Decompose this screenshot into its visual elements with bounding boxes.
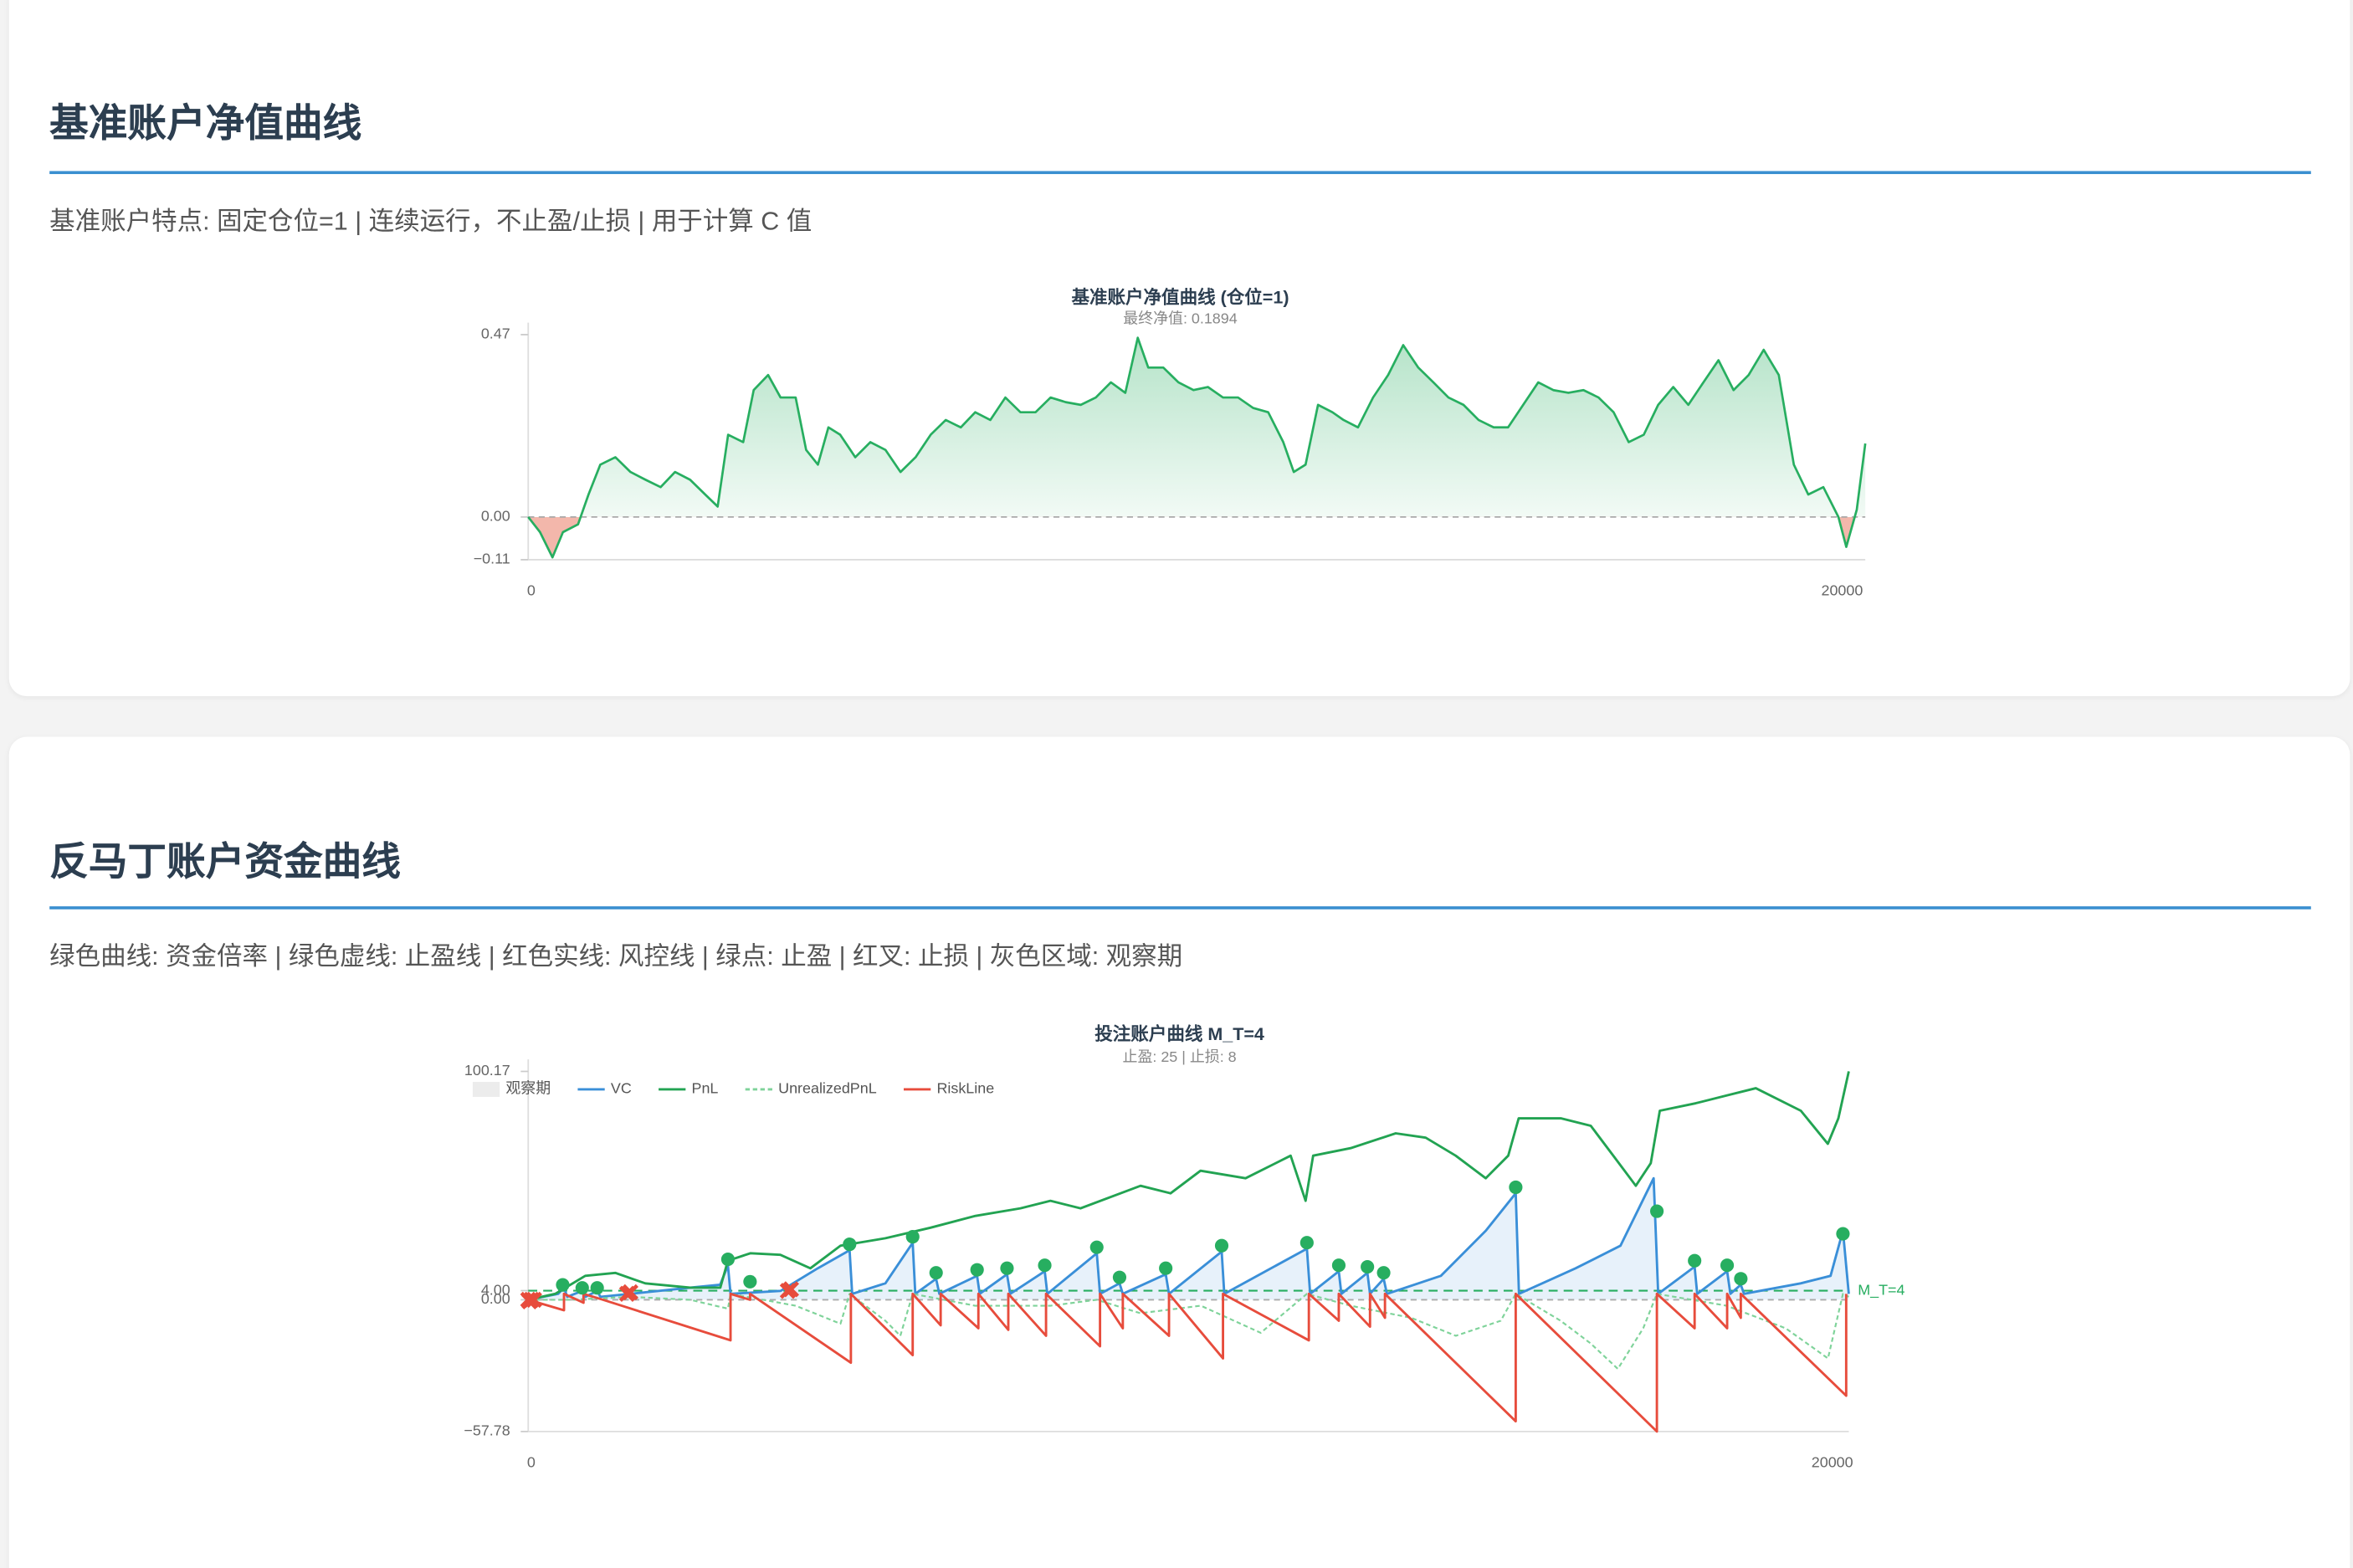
x-tick-label: 0 (527, 1453, 536, 1470)
x-tick-label: 20000 (1812, 1453, 1853, 1470)
take-profit-dot (1000, 1261, 1014, 1275)
take-profit-dot (1214, 1238, 1229, 1253)
take-profit-dot (1089, 1240, 1104, 1254)
legend-label: UnrealizedPnL (778, 1080, 877, 1097)
take-profit-dot (1038, 1258, 1052, 1273)
area-fill (528, 1178, 1849, 1300)
chart-subtitle: 最终净值: 0.1894 (1123, 310, 1237, 327)
take-profit-dot (843, 1237, 857, 1252)
take-profit-dot (1836, 1227, 1850, 1241)
card (8, 736, 2350, 1568)
section-heading: 基准账户净值曲线 (49, 100, 362, 146)
x-tick-label: 0 (527, 582, 536, 598)
y-tick-label: 100.17 (464, 1062, 510, 1079)
take-profit-dot (575, 1281, 589, 1295)
y-tick-label: −57.78 (464, 1422, 510, 1439)
take-profit-dot (1734, 1272, 1748, 1286)
take-profit-dot (1650, 1204, 1664, 1218)
take-profit-dot (1688, 1253, 1702, 1268)
take-profit-dot (556, 1278, 570, 1292)
take-profit-dot (970, 1263, 984, 1277)
legend-label: VC (611, 1080, 632, 1097)
chart: 投注账户曲线 M_T=4 止盈: 25 | 止损: 8 −57.78 0.004.00… (464, 1023, 1904, 1470)
take-profit-dot (1509, 1180, 1523, 1195)
legend-label: PnL (692, 1080, 719, 1097)
section-description: 基准账户特点: 固定仓位=1 | 连续运行，不止盈/止损 | 用于计算 C 值 (49, 207, 813, 236)
take-profit-dot (1112, 1270, 1127, 1284)
heading-rule (49, 171, 2311, 175)
take-profit-dot (1361, 1260, 1375, 1274)
heading-rule (49, 906, 2311, 910)
take-profit-dot (905, 1230, 920, 1244)
y-tick-label: 0.00 (481, 1290, 510, 1307)
stop-loss-cross (622, 1284, 638, 1301)
take-profit-dot (1331, 1258, 1346, 1273)
chart-title: 投注账户曲线 M_T=4 (1094, 1023, 1264, 1044)
chart-title: 基准账户净值曲线 (仓位=1) (1071, 287, 1289, 308)
line (527, 336, 1867, 559)
reference-label: M_T=4 (1858, 1281, 1904, 1299)
y-tick-label: 0.00 (481, 508, 510, 525)
take-profit-dot (590, 1281, 604, 1295)
take-profit-dot (1720, 1258, 1735, 1273)
chart-subtitle: 止盈: 25 | 止损: 8 (1123, 1048, 1237, 1065)
legend-swatch (472, 1082, 500, 1097)
stop-loss-cross (525, 1291, 542, 1309)
y-tick-label: −0.11 (474, 551, 510, 567)
y-tick-label: 0.47 (481, 325, 510, 342)
stop-loss-cross (782, 1281, 799, 1298)
legend-label: RiskLine (936, 1080, 994, 1097)
chart: 基准账户净值曲线 (仓位=1) 最终净值: 0.1894 −0.11 0.00 0.47… (474, 287, 1867, 598)
take-profit-dot (720, 1253, 736, 1267)
area-fill (528, 337, 1866, 517)
take-profit-dot (929, 1266, 943, 1280)
take-profit-dot (1159, 1261, 1173, 1275)
section-heading: 反马丁账户资金曲线 (49, 838, 401, 884)
series-line (527, 1292, 1848, 1433)
x-tick-label: 20000 (1821, 582, 1863, 598)
section-description: 绿色曲线: 资金倍率 | 绿色虚线: 止盈线 | 红色实线: 风控线 | 绿点:… (49, 942, 1183, 971)
take-profit-dot (1300, 1236, 1314, 1250)
y-tick-label: 4.00 (481, 1281, 510, 1298)
card (8, 0, 2350, 697)
series-line (528, 1293, 1849, 1371)
series-line (527, 1071, 1850, 1301)
legend-label: 观察期 (505, 1080, 551, 1097)
take-profit-dot (1376, 1266, 1391, 1280)
take-profit-dot (743, 1274, 757, 1289)
